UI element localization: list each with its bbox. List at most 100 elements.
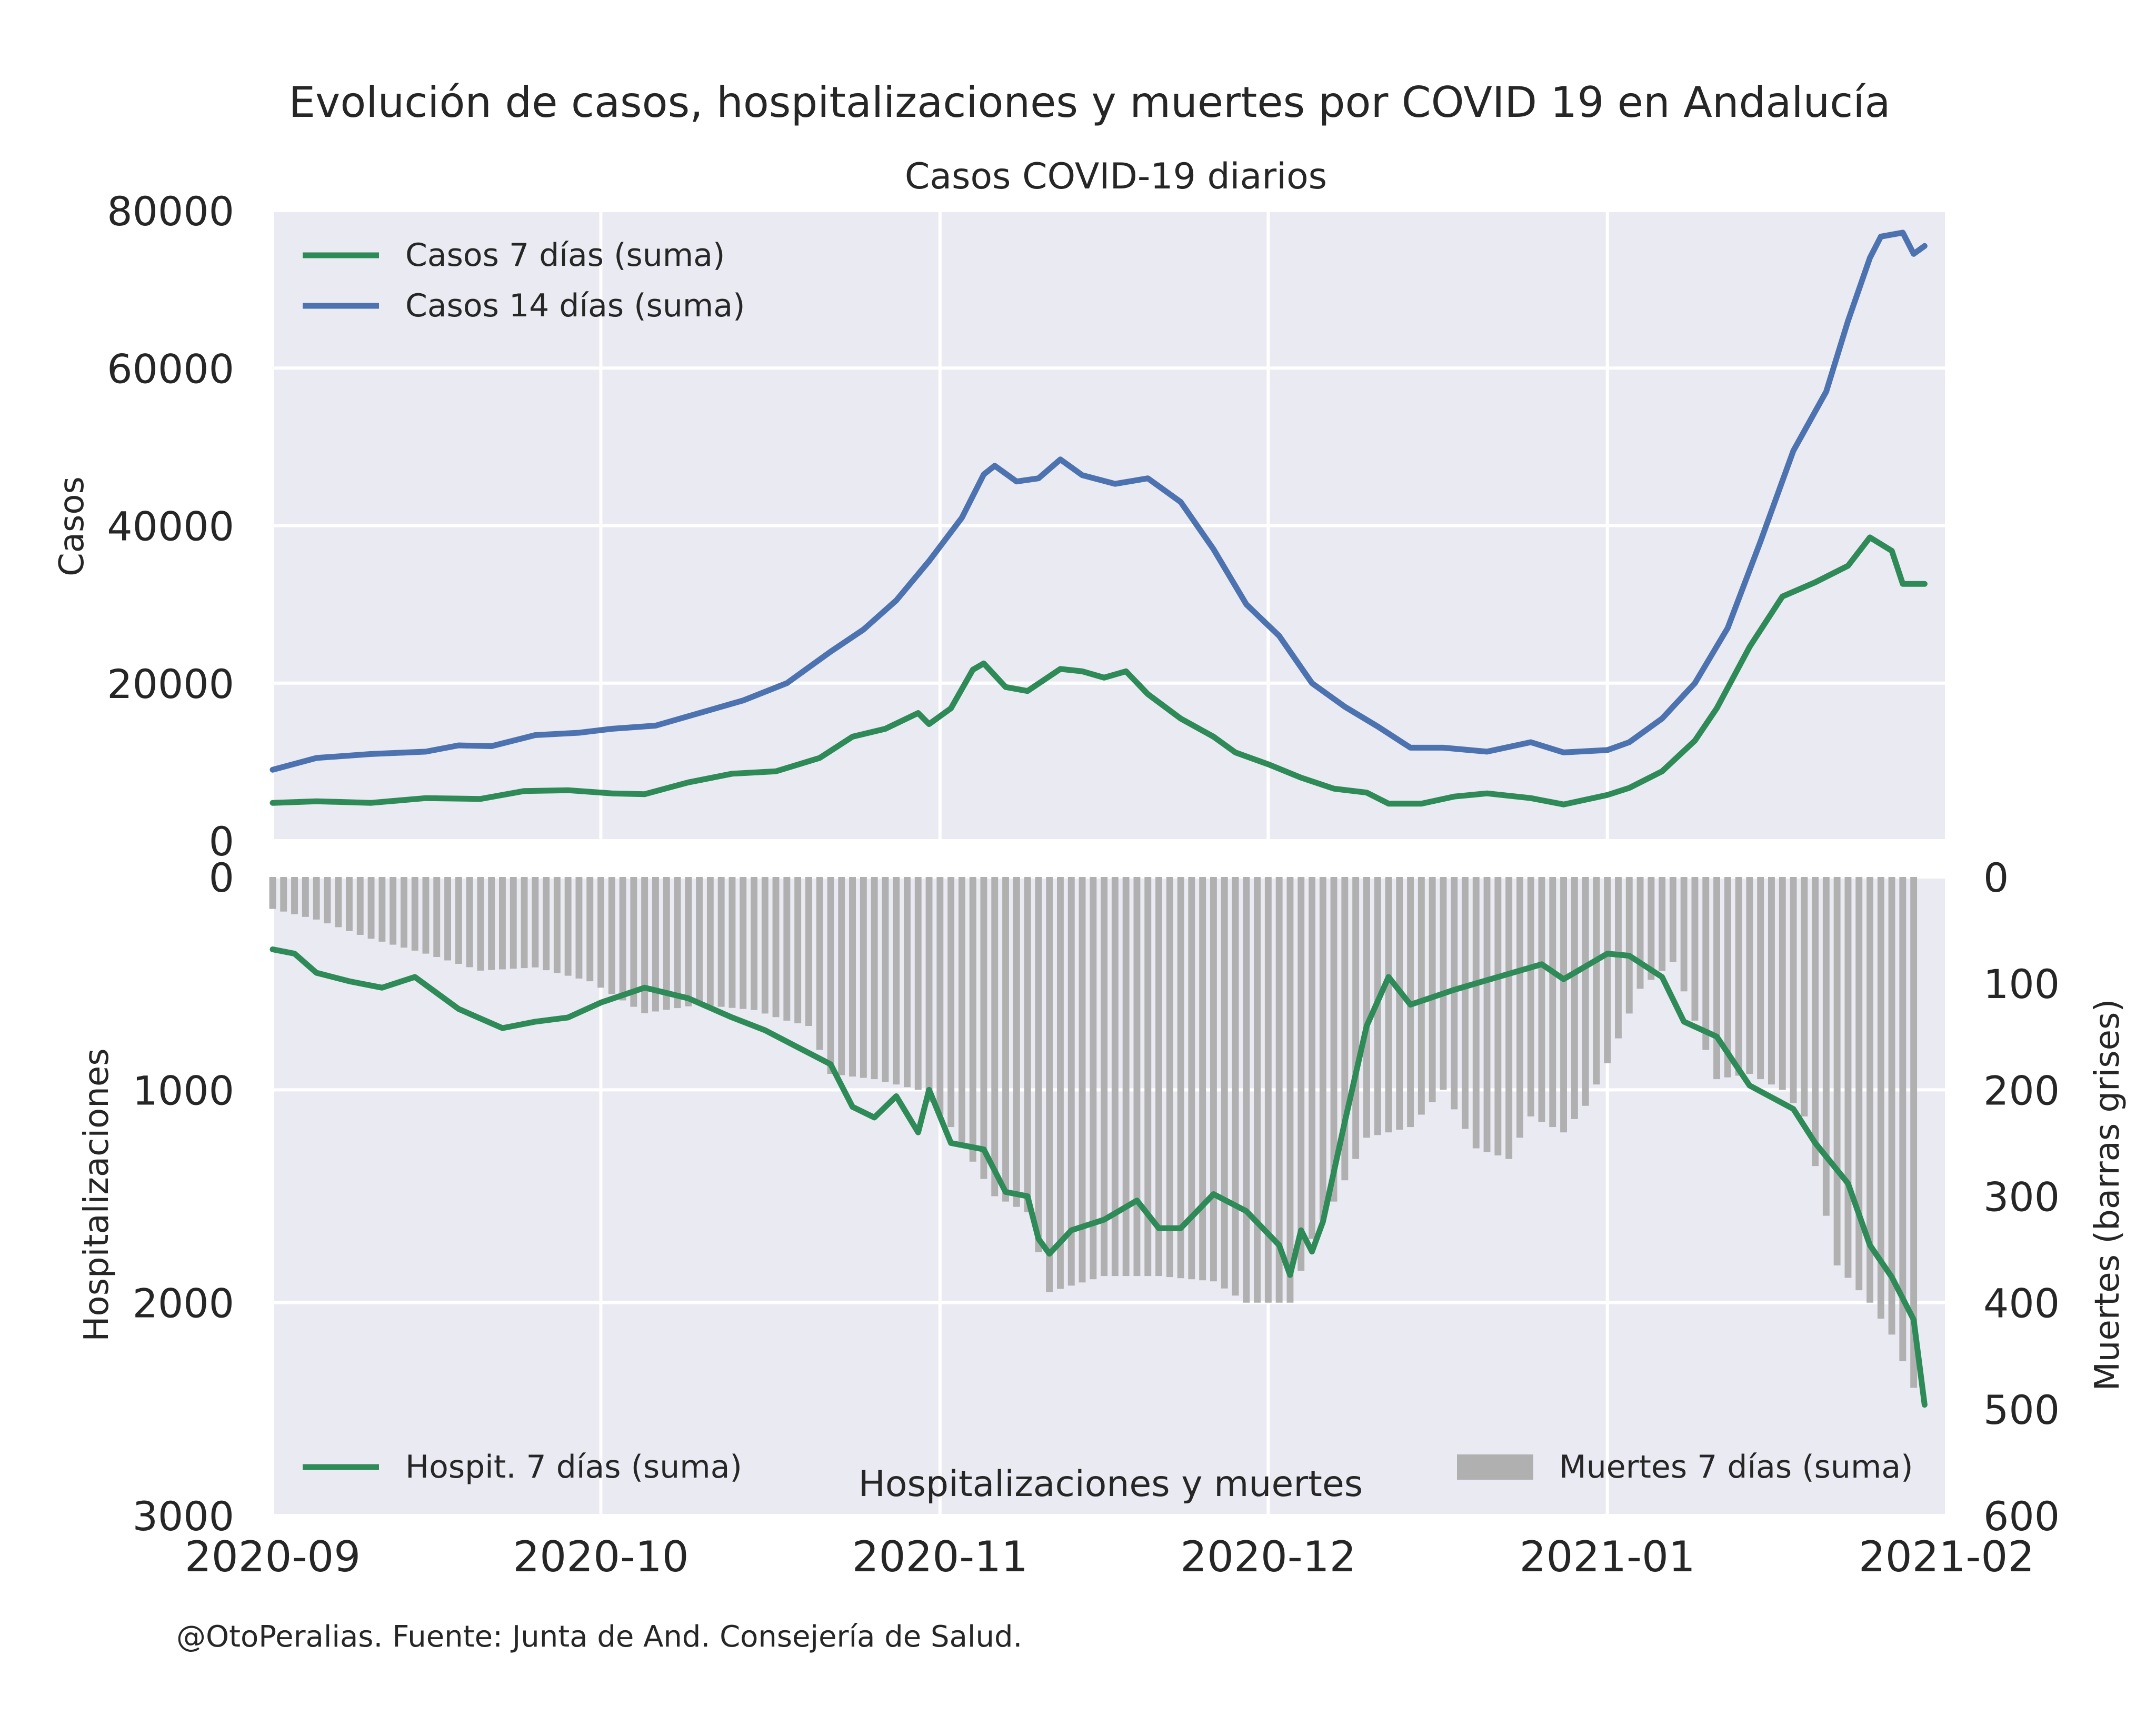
death-bar — [313, 877, 320, 920]
death-bar — [455, 877, 462, 964]
death-bar — [1232, 877, 1239, 1296]
death-bar — [1418, 877, 1425, 1115]
death-bar — [1067, 877, 1075, 1286]
hospital-series-line — [270, 946, 1928, 1408]
death-bar — [1286, 877, 1294, 1303]
death-bar — [1472, 877, 1480, 1149]
death-bar — [1429, 877, 1436, 1102]
death-bar — [1210, 877, 1217, 1282]
death-bar — [302, 877, 309, 917]
death-bar — [980, 877, 987, 1179]
death-bar — [1352, 877, 1360, 1159]
bottom-right-y-tick-label: 400 — [1983, 1280, 2060, 1327]
death-bar — [564, 877, 572, 976]
bottom-panel-title: Hospitalizaciones y muertes — [859, 1463, 1363, 1505]
death-bar — [1451, 877, 1458, 1110]
death-bar — [947, 877, 955, 1128]
death-bar — [1155, 877, 1162, 1277]
x-tick-label: 2021-01 — [1520, 1532, 1695, 1581]
death-bar — [1057, 877, 1064, 1289]
death-bar — [751, 877, 757, 1010]
top-y-tick-label: 40000 — [107, 503, 234, 550]
death-bar — [1910, 877, 1918, 1388]
death-bar — [1079, 877, 1086, 1283]
death-bar — [280, 877, 287, 912]
death-bar — [717, 877, 725, 1007]
death-bar — [805, 877, 812, 1026]
death-bar — [1822, 877, 1830, 1216]
bottom-right-y-tick-label: 500 — [1983, 1387, 2060, 1433]
death-bar — [597, 877, 604, 988]
death-bar — [411, 877, 418, 951]
death-bar — [641, 877, 648, 1013]
death-bar — [991, 877, 999, 1196]
death-bar — [1035, 877, 1042, 1252]
death-bar — [849, 877, 856, 1077]
death-bar — [1309, 877, 1315, 1239]
death-bar — [936, 877, 944, 1115]
death-bar — [1111, 877, 1119, 1277]
legend-label: Muertes 7 días (suma) — [1559, 1449, 1913, 1485]
death-bar — [740, 877, 747, 1009]
death-bar — [1275, 877, 1283, 1303]
death-bar — [532, 877, 539, 968]
figure-title: Evolución de casos, hospitalizaciones y … — [288, 78, 1890, 127]
death-bar — [269, 877, 276, 909]
death-bar — [1636, 877, 1644, 989]
death-bar — [1013, 877, 1020, 1207]
death-bar — [466, 877, 473, 968]
death-bar — [1396, 877, 1403, 1130]
death-bar — [1330, 877, 1337, 1202]
death-bar — [1319, 877, 1326, 1220]
death-bar — [1166, 877, 1173, 1278]
top-y-tick-label: 80000 — [107, 188, 234, 235]
death-bar — [1363, 877, 1370, 1138]
death-bar — [335, 877, 342, 928]
death-bar — [1735, 877, 1742, 1076]
top-panel-title: Casos COVID-19 diarios — [905, 156, 1327, 197]
bottom-y-tick-label: 2000 — [133, 1280, 234, 1327]
death-bar — [772, 877, 780, 1018]
death-bar — [1090, 877, 1097, 1280]
death-bar — [1855, 877, 1863, 1291]
death-bar — [1582, 877, 1589, 1106]
death-bar — [1538, 877, 1545, 1122]
death-bar — [1669, 877, 1676, 962]
bottom-right-y-tick-label: 600 — [1983, 1493, 2060, 1540]
death-bar — [1691, 877, 1699, 1021]
death-bar — [685, 877, 692, 1006]
death-bar — [652, 877, 659, 1012]
bottom-gridlines — [271, 875, 1948, 1517]
x-tick-label: 2020-12 — [1180, 1532, 1356, 1581]
death-bar — [969, 877, 976, 1162]
death-bar — [488, 877, 495, 970]
death-bar — [1188, 877, 1195, 1280]
death-bar — [1648, 877, 1655, 980]
death-bar — [1713, 877, 1720, 1080]
top-legend: Casos 7 días (suma) Casos 14 días (suma) — [303, 237, 745, 324]
deaths-bars — [269, 877, 1918, 1388]
death-bar — [1724, 877, 1731, 1078]
death-bar — [433, 877, 441, 957]
death-bar — [1844, 877, 1852, 1278]
top-gridlines — [271, 209, 1948, 842]
x-tick-labels: 2020-09 2020-10 2020-11 2020-12 2021-01 2021-… — [185, 1532, 2034, 1581]
bottom-right-y-tick-label: 300 — [1983, 1174, 2060, 1221]
death-bar — [674, 877, 681, 1009]
top-series-line — [270, 230, 1928, 773]
death-bar — [1221, 877, 1228, 1289]
death-bar — [1833, 877, 1841, 1265]
death-bar — [706, 877, 714, 1006]
bottom-y-tick-label: 3000 — [133, 1493, 234, 1540]
death-bar — [1680, 877, 1688, 992]
death-bar — [1462, 877, 1469, 1129]
top-y-tick-label: 20000 — [107, 661, 234, 707]
legend-label: Casos 7 días (suma) — [405, 237, 725, 274]
top-y-tick-label: 60000 — [107, 345, 234, 392]
death-bar — [1385, 877, 1392, 1133]
death-bar — [553, 877, 561, 973]
death-bar — [838, 877, 845, 1075]
death-bar — [871, 877, 878, 1080]
death-bar — [1812, 877, 1819, 1166]
death-bar — [728, 877, 736, 1008]
